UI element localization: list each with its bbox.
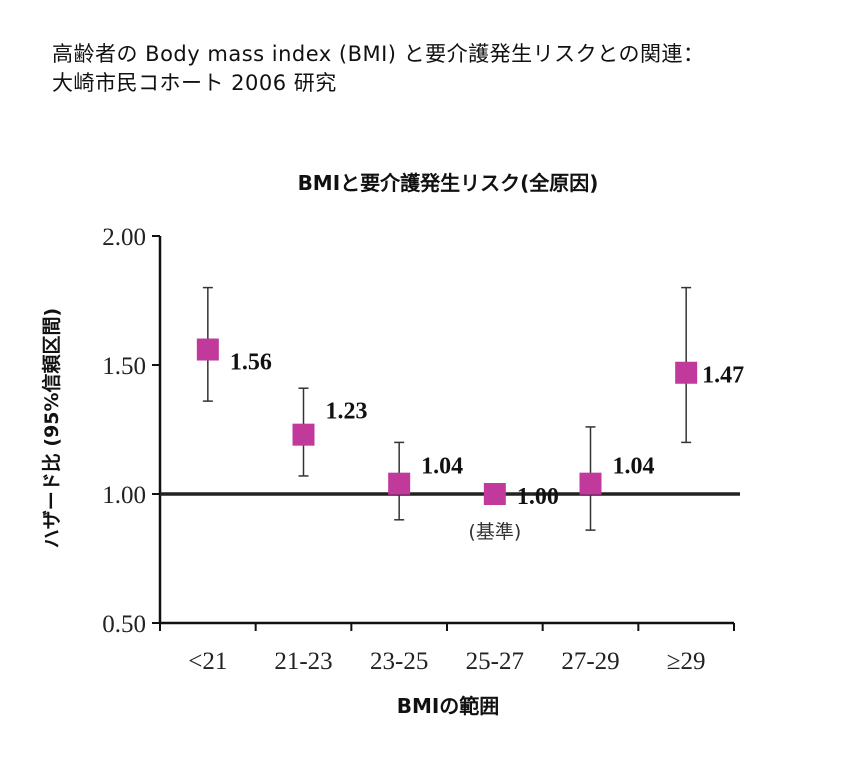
x-tick-label: <21 (188, 648, 227, 675)
y-tick-label: 2.00 (102, 224, 146, 251)
x-tick-label: 27-29 (561, 648, 619, 675)
data-value-label: 1.47 (702, 363, 744, 389)
data-point-marker (483, 483, 506, 505)
page-heading: 高齢者の Body mass index (BMI) と要介護発生リスクとの関連… (52, 40, 832, 98)
y-tick-label: 1.00 (102, 482, 146, 509)
heading-line-2: 大崎市民コホート 2006 研究 (52, 71, 337, 95)
x-axis-label: BMIの範囲 (397, 694, 500, 718)
x-tick-label: ≥29 (667, 648, 706, 675)
x-tick-label: 21-23 (274, 648, 332, 675)
data-value-label: 1.56 (230, 350, 272, 376)
heading-line-1: 高齢者の Body mass index (BMI) と要介護発生リスクとの関連… (52, 42, 705, 66)
x-tick-label: 25-27 (466, 648, 524, 675)
data-point-marker (675, 361, 698, 384)
reference-caption: (基準) (468, 521, 521, 543)
data-point-marker (388, 472, 411, 495)
data-value-label: 1.23 (326, 399, 368, 425)
x-tick-label: 23-25 (370, 648, 428, 675)
y-tick-label: 1.50 (102, 353, 146, 380)
plot-area: 0.50 1.00 1.50 2.00 <21 21-23 23-25 25-27 27-29 ≥… (102, 224, 744, 675)
data-point-marker (292, 423, 315, 446)
chart-title: BMIと要介護発生リスク(全原因) (298, 171, 599, 195)
y-tick-label: 0.50 (102, 611, 146, 638)
data-point-marker (579, 472, 602, 495)
data-value-label: 1.00 (517, 484, 559, 510)
y-axis-label: ハザード比 (95%信頼区間) (40, 308, 63, 548)
data-point-marker (196, 338, 219, 361)
data-value-label: 1.04 (421, 454, 463, 480)
data-value-label: 1.04 (613, 454, 655, 480)
